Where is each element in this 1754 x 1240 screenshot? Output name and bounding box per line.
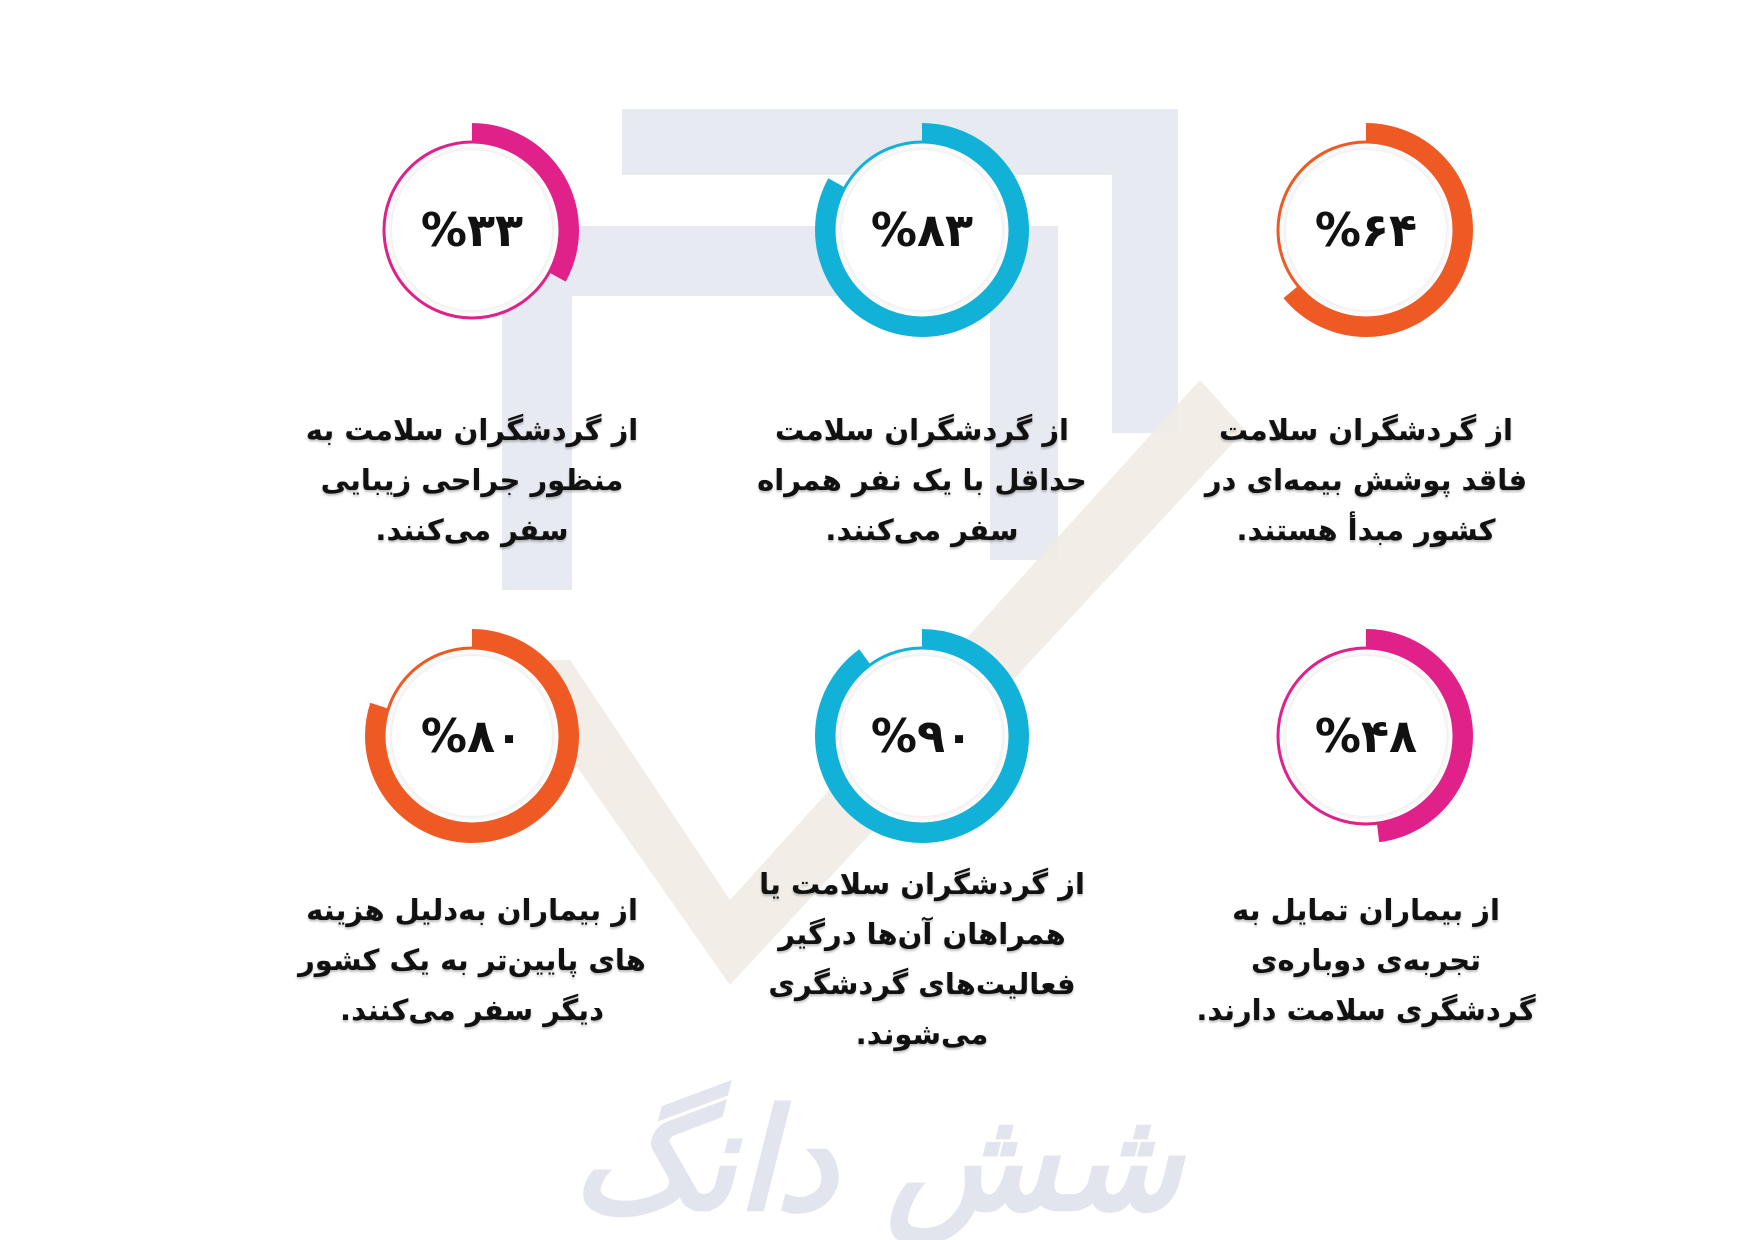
watermark-check — [502, 380, 1245, 985]
ring-progress-arc — [815, 123, 1029, 337]
description-line: از گردشگران سلامت به — [305, 413, 639, 447]
stat-description: از گردشگران سلامت یا همراهان آن‌ها درگیر ف… — [742, 859, 1102, 1059]
description-line: فعالیت‌های گردشگری — [768, 967, 1076, 1001]
description-line: از بیماران تمایل به — [1232, 893, 1500, 927]
stat-description: از گردشگران سلامت به منظور جراحی زیبایی سف… — [292, 405, 652, 555]
percent-value: %۶۴ — [1314, 203, 1418, 257]
description-line: کشور مبدأ هستند. — [1236, 513, 1496, 547]
description-line: های پایین‌تر به یک کشور — [298, 943, 646, 977]
progress-ring — [365, 123, 579, 337]
progress-ring — [1259, 629, 1473, 843]
description-line: تجربه‌ی دوباره‌ی — [1250, 943, 1482, 977]
description-line: منظور جراحی زیبایی — [320, 463, 624, 497]
ring-inner — [1286, 150, 1446, 310]
percent-value: %۸۳ — [870, 203, 974, 257]
description-line: همراهان آن‌ها درگیر — [778, 917, 1066, 951]
percent-value: %۹۰ — [870, 709, 974, 763]
progress-ring — [1259, 123, 1473, 337]
watermark-text: شش دانگ — [571, 1080, 1183, 1240]
stat-description: از بیماران به‌دلیل هزینه های پایین‌تر به … — [292, 885, 652, 1035]
stat-description: از بیماران تمایل به تجربه‌ی دوباره‌ی گردشگ… — [1186, 885, 1546, 1035]
ring-progress-arc — [815, 629, 1029, 843]
ring-inner — [1286, 656, 1446, 816]
ring-inner — [392, 656, 552, 816]
progress-ring — [815, 629, 1029, 843]
ring-inner — [842, 150, 1002, 310]
description-line: از گردشگران سلامت — [775, 413, 1069, 447]
ring-inner — [842, 656, 1002, 816]
description-line: فاقد پوشش بیمه‌ای در — [1204, 463, 1528, 497]
percent-value: %۴۸ — [1314, 709, 1418, 763]
ring-progress-arc — [1259, 123, 1473, 337]
description-line: دیگر سفر می‌کنند. — [340, 993, 604, 1027]
stat-description: از گردشگران سلامت حداقل با یک نفر همراه سف… — [742, 405, 1102, 555]
stat-description: از گردشگران سلامت فاقد پوشش بیمه‌ای در کشو… — [1186, 405, 1546, 555]
percent-value: %۸۰ — [420, 709, 524, 763]
ring-progress-arc — [365, 123, 579, 337]
ring-inner — [392, 150, 552, 310]
progress-ring — [815, 123, 1029, 337]
ring-progress-arc — [365, 629, 579, 843]
ring-progress-arc — [1259, 629, 1473, 843]
description-line: می‌شوند. — [855, 1017, 989, 1051]
description-line: حداقل با یک نفر همراه — [757, 463, 1087, 497]
description-line: از گردشگران سلامت یا — [759, 867, 1085, 901]
description-line: از گردشگران سلامت — [1219, 413, 1513, 447]
percent-value: %۳۳ — [420, 203, 524, 257]
description-line: سفر می‌کنند. — [375, 513, 569, 547]
description-line: سفر می‌کنند. — [825, 513, 1019, 547]
description-line: از بیماران به‌دلیل هزینه — [306, 893, 638, 927]
description-line: گردشگری سلامت دارند. — [1196, 993, 1536, 1027]
progress-ring — [365, 629, 579, 843]
